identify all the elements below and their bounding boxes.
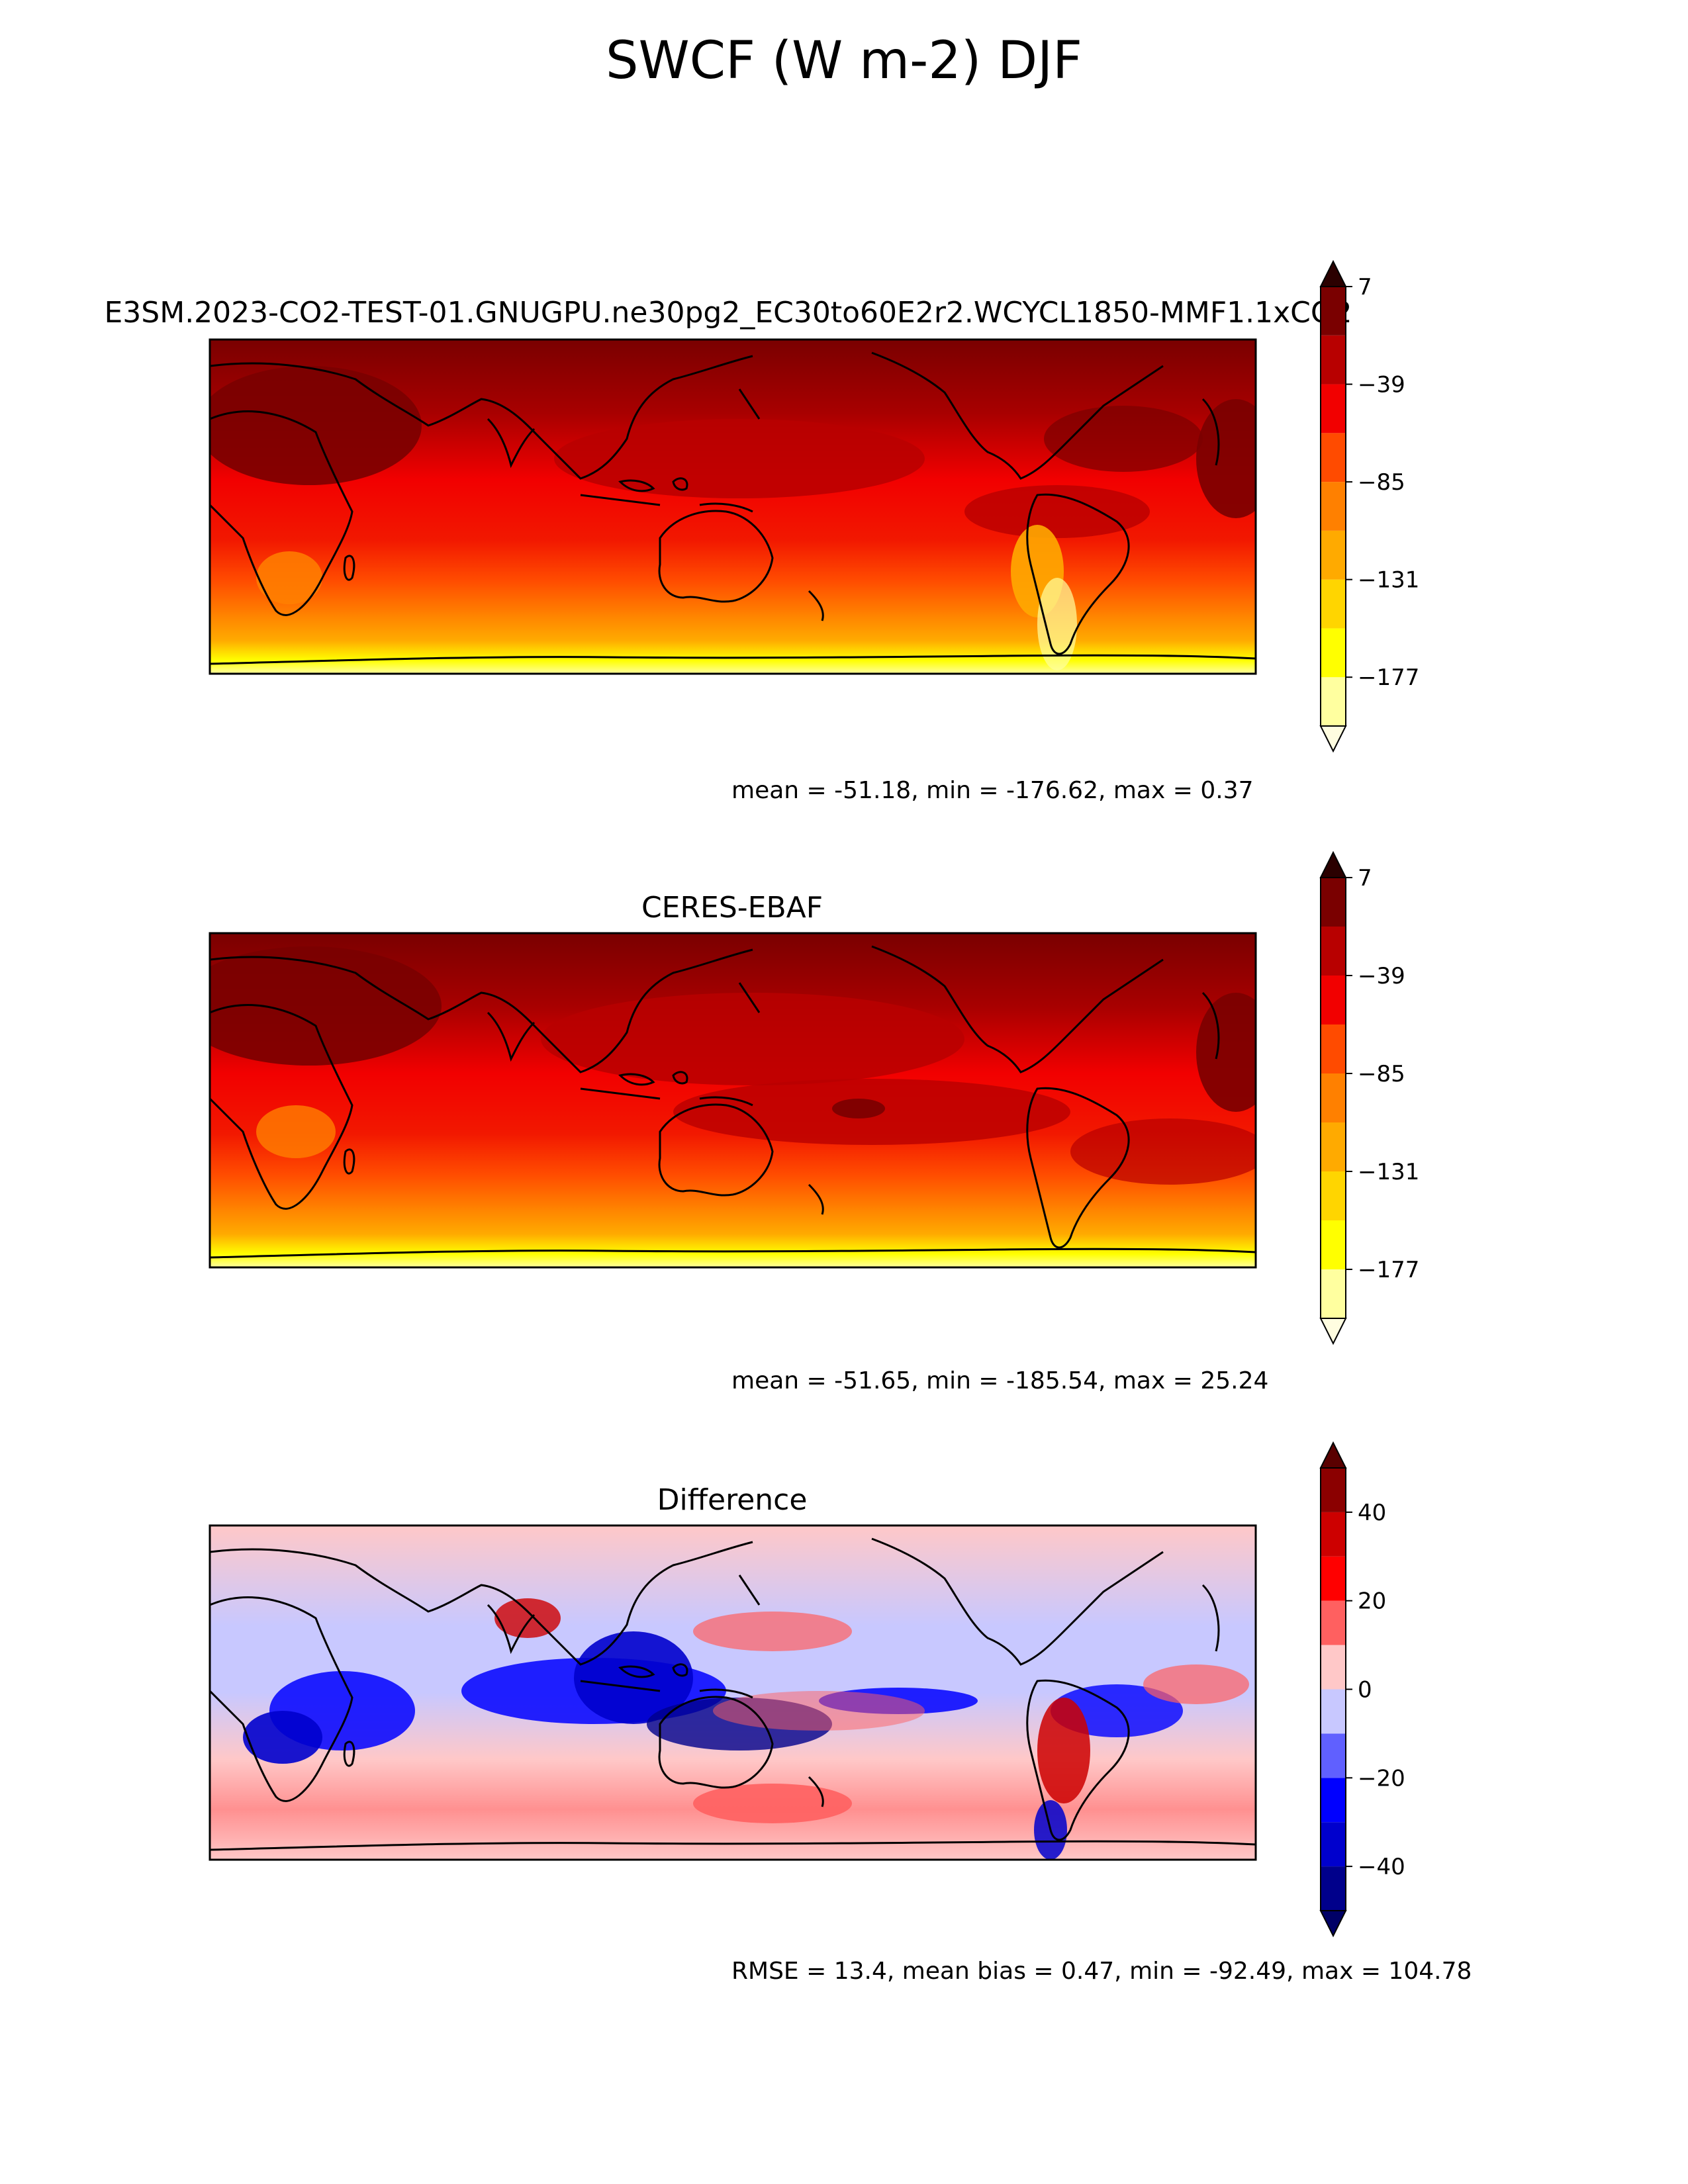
colorbar-band [1321,335,1346,385]
colorbar-band [1321,1220,1346,1269]
panel-model-map [209,338,1257,675]
colorbar-tick-label: −177 [1358,1257,1419,1283]
colorbar-band [1321,1024,1346,1073]
colorbar-extend-high [1319,850,1347,878]
colorbar-extend-low [1319,1910,1347,1938]
colorbar-band [1321,384,1346,433]
panel-obs-title: CERES-EBAF [641,891,823,925]
panel-model-title: E3SM.2023-CO2-TEST-01.GNUGPU.ne30pg2_EC3… [105,296,1352,330]
colorbar-tick-label: 20 [1358,1588,1386,1615]
panel-obs: CERES-EBAF 7 −39 −85 −131 −177 mean = -51.65… [209,850,1419,1394]
colorbar-tick-label: −131 [1358,567,1419,594]
colorbar-band [1321,677,1346,726]
panel-model-colorbar: 7 −39 −85 −131 −177 [1319,259,1419,753]
colorbar-band [1321,628,1346,678]
panel-diff-map [209,1524,1257,1861]
colorbar-band [1321,1073,1346,1122]
colorbar-band [1321,1122,1346,1171]
colorbar-tick-label: −39 [1358,963,1405,989]
colorbar-tick-label: −20 [1358,1765,1405,1792]
colorbar-band [1321,1171,1346,1220]
colorbar-band [1321,1468,1346,1512]
colorbar-tick-label: 40 [1358,1500,1386,1526]
colorbar-band [1321,927,1346,976]
colorbar-tick-label: −131 [1358,1159,1419,1185]
colorbar-band [1321,1689,1346,1734]
colorbar-band [1321,1512,1346,1557]
colorbar-tick-label: −39 [1358,372,1405,398]
colorbar-extend-low [1319,725,1347,753]
colorbar-band [1321,1733,1346,1778]
colorbar-tick-label: 0 [1358,1677,1372,1704]
colorbar-outline [1320,286,1346,727]
colorbar-band [1321,1778,1346,1823]
colorbar-band [1321,1645,1346,1690]
colorbar-extend-high [1319,1441,1347,1469]
colorbar-tick-label: 7 [1358,865,1372,891]
colorbar-band [1321,287,1346,336]
colorbar-extend-low [1319,1318,1347,1345]
colorbar-tick-label: −40 [1358,1854,1405,1880]
colorbar-band [1321,482,1346,531]
panel-model-stats: mean = -51.18, min = -176.62, max = 0.37 [731,777,1254,804]
colorbar-band [1321,976,1346,1024]
panel-obs-stats: mean = -51.65, min = -185.54, max = 25.2… [731,1367,1268,1394]
panel-diff-stats: RMSE = 13.4, mean bias = 0.47, min = -92… [731,1958,1472,1985]
colorbar-tick-label: −85 [1358,469,1405,496]
colorbar-band [1321,1600,1346,1645]
colorbar-band [1321,1269,1346,1318]
figure-title: SWCF (W m-2) DJF [606,31,1082,91]
colorbar-band [1321,1556,1346,1601]
colorbar-band [1321,530,1346,580]
colorbar-extend-high [1319,259,1347,287]
colorbar-tick-label: 7 [1358,274,1372,300]
colorbar-band [1321,433,1346,482]
panel-obs-colorbar: 7 −39 −85 −131 −177 [1319,850,1419,1345]
colorbar-band [1321,878,1346,927]
colorbar-tick-label: −85 [1358,1061,1405,1087]
colorbar-band [1321,579,1346,629]
colorbar-band [1321,1866,1346,1911]
colorbar-outline [1320,877,1346,1319]
colorbar-tick-label: −177 [1358,664,1419,691]
colorbar-band [1321,1822,1346,1867]
panel-obs-map [209,932,1257,1269]
panel-diff-title: Difference [657,1483,808,1517]
panel-model: E3SM.2023-CO2-TEST-01.GNUGPU.ne30pg2_EC3… [105,259,1419,804]
panel-diff-colorbar: 40 20 0 −20 −40 [1319,1441,1405,1938]
